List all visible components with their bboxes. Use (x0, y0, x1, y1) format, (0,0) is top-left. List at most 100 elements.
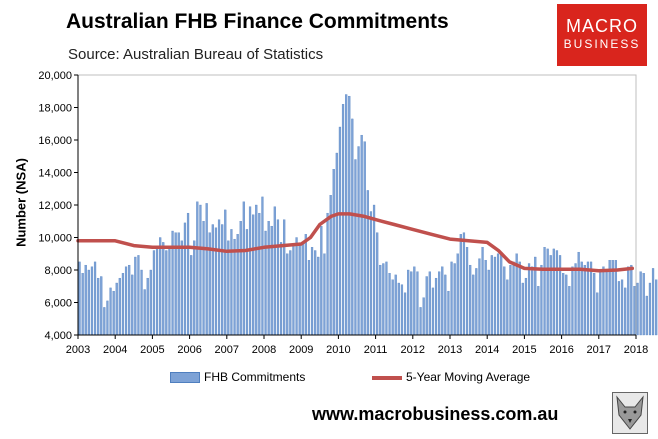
bar-fhb-commitments (366, 190, 369, 336)
bar-fhb-commitments (97, 277, 100, 336)
bar-fhb-commitments (633, 286, 636, 336)
bar-fhb-commitments (81, 273, 84, 336)
bar-fhb-commitments (407, 269, 410, 336)
bar-fhb-commitments (593, 273, 596, 336)
bar-fhb-commitments (298, 245, 301, 336)
legend-label-line: 5-Year Moving Average (406, 370, 531, 384)
bar-fhb-commitments (369, 211, 373, 336)
bar-fhb-commitments (645, 295, 648, 336)
bar-fhb-commitments (503, 266, 506, 336)
bar-fhb-commitments (453, 263, 456, 336)
bar-fhb-commitments (447, 290, 450, 336)
bar-fhb-commitments (338, 126, 342, 336)
bar-fhb-commitments (165, 250, 168, 336)
bar-fhb-commitments (84, 264, 87, 336)
bar-fhb-commitments (301, 242, 304, 336)
bar-fhb-commitments (403, 292, 407, 336)
bar-fhb-commitments (205, 203, 208, 336)
y-tick-label: 4,000 (44, 330, 72, 342)
bar-fhb-commitments (372, 204, 376, 336)
legend-line-swatch (372, 375, 402, 380)
bar-fhb-commitments (565, 274, 568, 336)
bar-fhb-commitments (221, 224, 224, 336)
bar-fhb-commitments (450, 261, 453, 336)
bar-fhb-commitments (385, 261, 388, 336)
legend-item-line: 5-Year Moving Average (372, 370, 530, 384)
bar-fhb-commitments (267, 221, 270, 336)
bar-fhb-commitments (227, 240, 230, 336)
bar-fhb-commitments (100, 276, 103, 336)
bar-fhb-commitments (506, 279, 509, 336)
bar-fhb-commitments (320, 225, 323, 336)
bar-fhb-commitments (112, 290, 115, 336)
bar-fhb-commitments (149, 269, 152, 336)
bar-fhb-commitments (128, 264, 131, 336)
x-tick-label: 2009 (289, 344, 313, 356)
bar-fhb-commitments (354, 159, 357, 336)
bar-fhb-commitments (487, 269, 490, 336)
bar-fhb-commitments (509, 264, 512, 336)
bar-fhb-commitments (388, 273, 391, 336)
bar-fhb-commitments (469, 264, 472, 336)
y-tick-label: 12,000 (38, 200, 72, 212)
bar-fhb-commitments (140, 269, 143, 336)
website-url: www.macrobusiness.com.au (312, 404, 559, 424)
bar-fhb-commitments (549, 255, 552, 336)
logo-line-1: MACRO (566, 16, 638, 36)
bar-fhb-commitments (617, 281, 621, 336)
x-tick-label: 2013 (438, 344, 462, 356)
bar-fhb-commitments (190, 255, 193, 336)
bar-fhb-commitments (196, 201, 199, 336)
bar-fhb-commitments (304, 234, 307, 336)
bar-fhb-commitments (283, 219, 286, 336)
wolf-logo-icon (612, 392, 648, 434)
legend-label-bars: FHB Commitments (204, 370, 306, 384)
line-5yr-moving-average (76, 212, 635, 273)
x-tick-label: 2018 (624, 344, 648, 356)
bar-fhb-commitments (351, 118, 354, 336)
bar-fhb-commitments (332, 169, 335, 336)
bar-fhb-commitments (115, 282, 118, 336)
bar-fhb-commitments (441, 266, 444, 336)
bar-fhb-commitments (186, 212, 190, 336)
bar-fhb-commitments (137, 255, 140, 336)
bar-fhb-commitments (605, 269, 608, 336)
bar-fhb-commitments (555, 250, 559, 336)
x-tick-label: 2005 (140, 344, 164, 356)
bar-fhb-commitments (317, 256, 320, 336)
bar-fhb-commitments (546, 248, 549, 336)
bar-fhb-commitments (131, 274, 134, 336)
bar-fhb-commitments (360, 134, 363, 336)
bar-fhb-commitments (636, 282, 639, 336)
bar-fhb-commitments (599, 271, 602, 336)
bar-fhb-commitments (252, 214, 255, 336)
bar-fhb-commitments (422, 297, 425, 336)
bar-fhb-commitments (521, 282, 524, 336)
bar-fhb-commitments (518, 261, 521, 336)
legend-item-bars: FHB Commitments (170, 370, 305, 384)
bar-fhb-commitments (258, 212, 261, 336)
bar-fhb-commitments (109, 287, 112, 336)
x-tick-label: 2012 (401, 344, 425, 356)
x-tick-label: 2011 (364, 344, 388, 356)
bar-fhb-commitments (493, 256, 497, 336)
bar-fhb-commitments (465, 247, 469, 336)
bar-fhb-commitments (444, 274, 447, 336)
x-tick-label: 2017 (587, 344, 611, 356)
y-tick-label: 14,000 (38, 168, 72, 180)
bar-fhb-commitments (78, 261, 81, 336)
bar-fhb-commitments (624, 287, 627, 336)
bar-fhb-commitments (211, 224, 214, 336)
bar-fhb-commitments (118, 277, 121, 336)
y-tick-label: 8,000 (44, 265, 72, 277)
y-tick-label: 20,000 (38, 70, 72, 82)
bar-fhb-commitments (562, 273, 565, 336)
legend-bar-swatch (170, 372, 200, 384)
bar-fhb-commitments (586, 261, 590, 336)
x-tick-label: 2016 (549, 344, 573, 356)
bar-fhb-commitments (524, 277, 528, 336)
bar-fhb-commitments (589, 261, 593, 336)
bar-fhb-commitments (152, 250, 156, 336)
bar-fhb-commitments (239, 221, 242, 336)
